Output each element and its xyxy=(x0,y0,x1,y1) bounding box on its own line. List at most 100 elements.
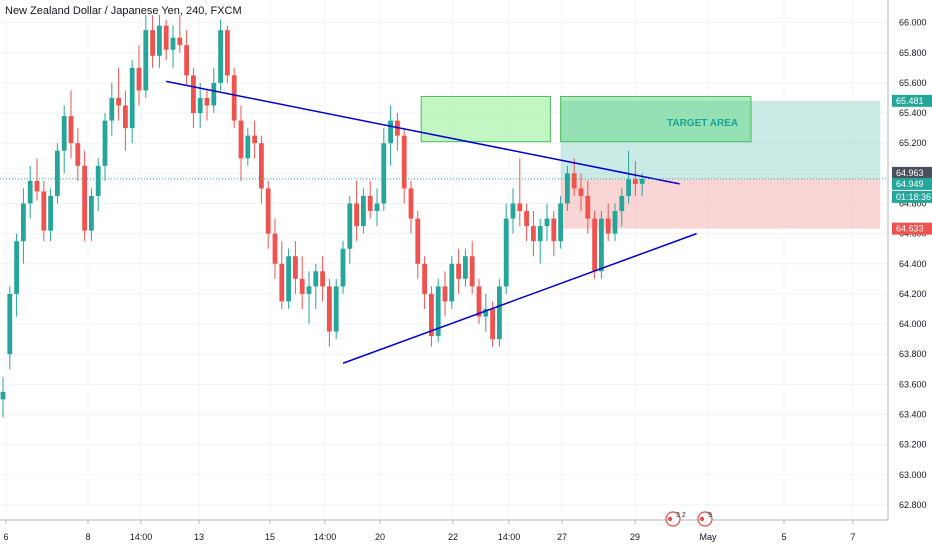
candle-body xyxy=(252,135,257,144)
x-tick-label: May xyxy=(699,532,717,542)
candle-body xyxy=(639,178,645,184)
candle-body xyxy=(259,143,264,189)
candle-body xyxy=(21,203,26,242)
candle-body xyxy=(374,203,380,212)
candle-body xyxy=(0,391,6,400)
candle-body xyxy=(299,278,305,294)
x-tick-label: 29 xyxy=(630,532,640,542)
event-badge[interactable] xyxy=(665,511,681,527)
candle-body xyxy=(150,30,155,56)
candle-body xyxy=(531,226,536,242)
candle-body xyxy=(578,188,584,196)
candle-body xyxy=(463,256,468,279)
y-tick-label: 63.800 xyxy=(899,349,927,359)
candle-body xyxy=(340,248,346,287)
y-axis-area[interactable] xyxy=(888,0,932,520)
candle-body xyxy=(14,241,19,294)
candle-body xyxy=(245,135,251,159)
x-tick-label: 8 xyxy=(85,532,90,542)
candle-body xyxy=(517,203,523,212)
candle-body xyxy=(469,256,475,287)
y-tick-label: 63.000 xyxy=(899,470,927,480)
trendline-lower[interactable] xyxy=(342,232,697,364)
candle-body xyxy=(238,120,244,159)
y-tick-label: 65.600 xyxy=(899,78,927,88)
y-tick-label: 63.400 xyxy=(899,409,927,419)
trendline-upper[interactable] xyxy=(166,80,680,185)
candle-body xyxy=(619,195,625,212)
candle-body xyxy=(286,256,291,302)
candle-body xyxy=(27,180,33,204)
candle-body xyxy=(605,218,611,234)
x-tick-label: 6 xyxy=(3,532,8,542)
target-area-box[interactable] xyxy=(560,95,752,143)
x-tick-label: 7 xyxy=(850,532,855,542)
x-tick-label: 14:00 xyxy=(314,532,337,542)
candle-body xyxy=(599,218,604,272)
candle-body xyxy=(293,256,298,279)
event-badge-dot xyxy=(699,516,705,522)
candle-body xyxy=(361,195,366,227)
price-label-text: 65.481 xyxy=(896,96,924,106)
y-tick-label: 63.200 xyxy=(899,440,927,450)
candle-body xyxy=(95,165,101,196)
candle-body xyxy=(442,286,448,302)
candle-body xyxy=(218,30,223,83)
chart-title: New Zealand Dollar / Japanese Yen, 240, … xyxy=(5,5,242,17)
candle-body xyxy=(34,180,40,192)
candle-body xyxy=(408,188,414,219)
candle-body xyxy=(48,195,53,231)
candle-body xyxy=(483,308,489,317)
candle-body xyxy=(211,82,217,106)
event-badge-text: 3 2 xyxy=(676,512,686,519)
candle-body xyxy=(306,286,312,294)
x-tick-label: 14:00 xyxy=(130,532,153,542)
candle-body xyxy=(231,75,237,121)
x-tick-label: 14:00 xyxy=(498,532,521,542)
candle-body xyxy=(537,226,543,242)
candle-body xyxy=(456,263,461,279)
resistance-zone-box[interactable] xyxy=(420,95,551,143)
candle-body xyxy=(191,75,196,114)
y-tick-label: 66.000 xyxy=(899,18,927,28)
trendlines[interactable] xyxy=(166,80,697,364)
candle-body xyxy=(626,179,631,196)
candle-body xyxy=(279,263,285,302)
candle-body xyxy=(524,211,529,227)
price-label-text: 01:18:36 xyxy=(896,192,931,202)
price-label-text: 64.633 xyxy=(896,224,924,234)
candle-body xyxy=(61,116,67,151)
candle-body xyxy=(89,195,94,231)
candle-body xyxy=(503,218,509,287)
candle-body xyxy=(435,286,441,337)
event-badges[interactable]: 3 2 9 xyxy=(665,511,713,527)
candle-body xyxy=(7,293,13,355)
event-badge-dot xyxy=(667,516,673,522)
y-tick-label: 64.000 xyxy=(899,319,927,329)
candle-body xyxy=(510,203,516,219)
x-tick-label: 20 xyxy=(375,532,385,542)
candle-body xyxy=(157,25,162,56)
candle-body xyxy=(55,150,60,196)
candle-body xyxy=(422,263,427,294)
candle-body xyxy=(558,203,563,242)
candle-body xyxy=(544,218,550,227)
target-area-label: TARGET AREA xyxy=(667,118,738,129)
y-tick-label: 65.200 xyxy=(899,138,927,148)
candle-body xyxy=(177,37,183,46)
event-badge-text: 9 xyxy=(708,512,712,519)
candle-body xyxy=(490,308,495,340)
candle-body xyxy=(565,173,570,204)
candle-body xyxy=(347,203,353,249)
candle-body xyxy=(163,25,169,50)
candle-body xyxy=(497,286,502,340)
event-badge[interactable] xyxy=(697,511,713,527)
candle-body xyxy=(136,67,142,91)
candle-body xyxy=(102,120,108,166)
candle-body xyxy=(143,30,149,91)
y-tick-label: 62.800 xyxy=(899,500,927,510)
candle-body xyxy=(571,173,577,189)
price-label-box xyxy=(892,94,932,107)
candle-body xyxy=(313,271,319,287)
